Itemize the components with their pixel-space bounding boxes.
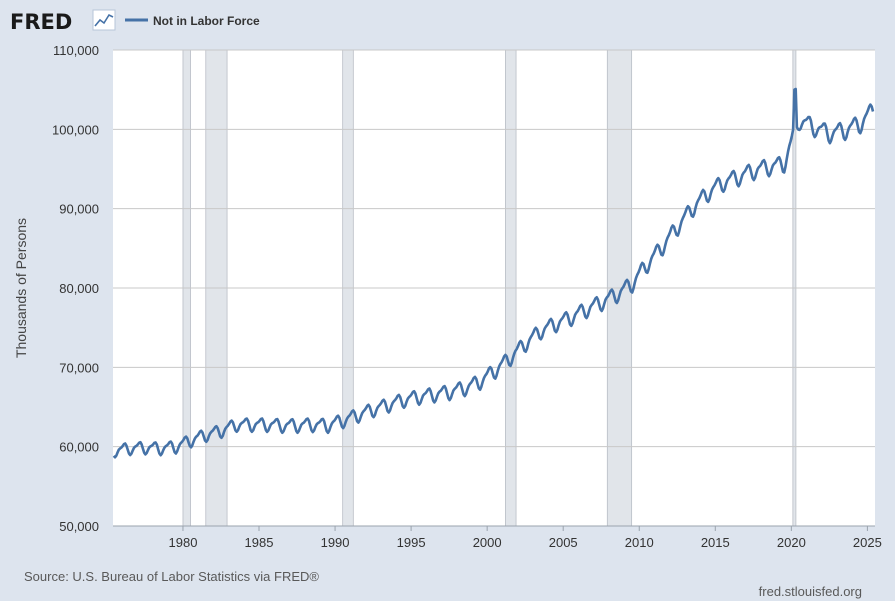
y-tick-label: 70,000 [59, 360, 99, 375]
x-tick-label: 2010 [625, 535, 654, 550]
fred-logo[interactable]: FRED [10, 10, 72, 34]
x-tick-label: 2025 [853, 535, 882, 550]
legend-label: Not in Labor Force [153, 14, 260, 28]
y-tick-label: 60,000 [59, 440, 99, 455]
site-link[interactable]: fred.stlouisfed.org [758, 584, 862, 599]
x-tick-label: 2020 [777, 535, 806, 550]
series-line-not-in-labor-force [112, 87, 875, 459]
x-tick-label: 2000 [473, 535, 502, 550]
x-tick-label: 1980 [169, 535, 198, 550]
y-axis: 50,000 60,000 70,000 80,000 90,000 100,000 110… [52, 43, 99, 534]
x-axis: 1980 1985 1990 1995 2000 2005 2010 2015 2020 2025 [113, 525, 882, 550]
x-tick-label: 1990 [321, 535, 350, 550]
y-tick-label: 90,000 [59, 202, 99, 217]
y-tick-label: 50,000 [59, 519, 99, 534]
source-note: Source: U.S. Bureau of Labor Statistics … [24, 569, 319, 584]
y-tick-label: 110,000 [53, 43, 99, 58]
x-tick-label: 2015 [701, 535, 730, 550]
y-tick-label: 100,000 [52, 122, 99, 137]
y-tick-label: 80,000 [59, 281, 99, 296]
x-tick-label: 1995 [397, 535, 426, 550]
x-tick-label: 1985 [245, 535, 274, 550]
line-chart-icon [92, 9, 116, 31]
x-tick-label: 2005 [549, 535, 578, 550]
y-axis-title: Thousands of Persons [13, 218, 29, 358]
